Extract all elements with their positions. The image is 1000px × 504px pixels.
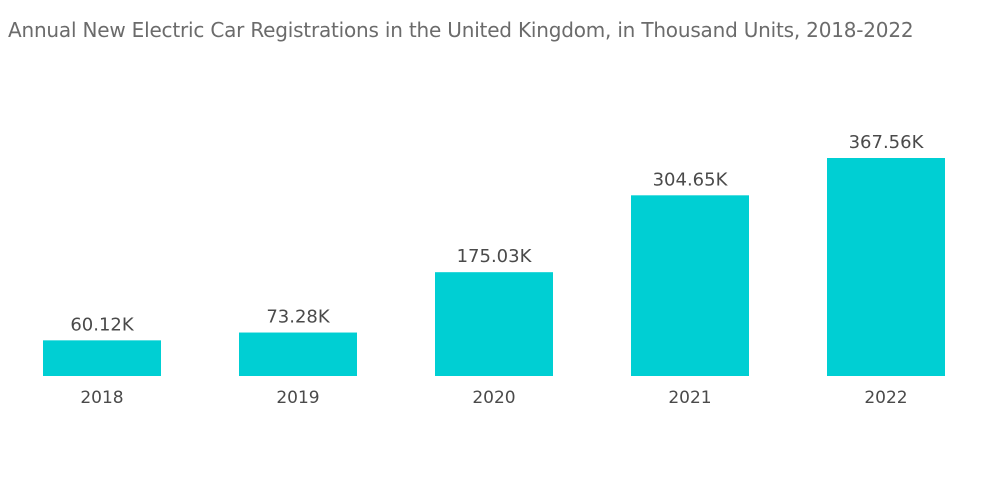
- value-label-2022: 367.56K: [849, 132, 925, 153]
- value-label-2018: 60.12K: [70, 314, 135, 335]
- chart-title: Annual New Electric Car Registrations in…: [8, 18, 914, 42]
- value-label-2019: 73.28K: [266, 307, 331, 328]
- bar-2022: [827, 158, 945, 376]
- value-label-2020: 175.03K: [457, 246, 533, 267]
- bar-2018: [43, 340, 161, 376]
- bar-2020: [435, 272, 553, 376]
- x-tick-label-2018: 2018: [80, 388, 123, 408]
- x-tick-label-2021: 2021: [668, 388, 711, 408]
- bar-2021: [631, 195, 749, 376]
- value-labels-layer: 60.12K 73.28K 175.03K 304.65K 367.56K: [70, 132, 924, 335]
- x-tick-label-2019: 2019: [276, 388, 319, 408]
- x-axis-tick-labels: 2018 2019 2020 2021 2022: [80, 388, 907, 408]
- bars-layer: [43, 158, 945, 376]
- x-tick-label-2022: 2022: [864, 388, 907, 408]
- value-label-2021: 304.65K: [653, 169, 729, 190]
- bar-2019: [239, 332, 357, 376]
- x-tick-label-2020: 2020: [472, 388, 515, 408]
